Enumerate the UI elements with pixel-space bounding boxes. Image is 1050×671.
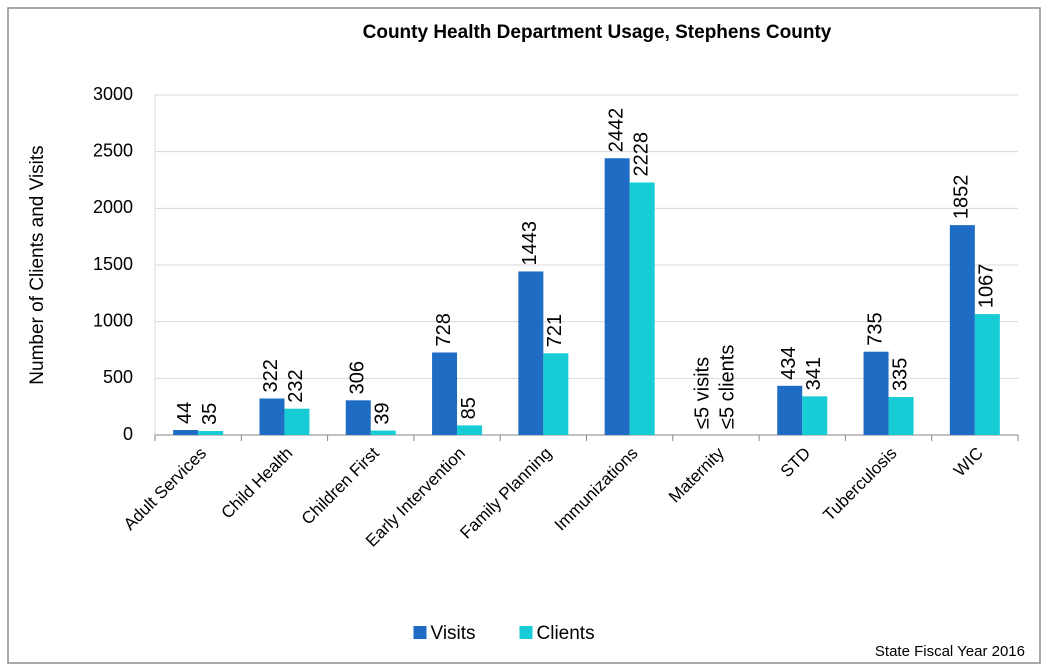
y-tick-label: 3000 [93, 84, 133, 104]
y-tick-label: 2000 [93, 197, 133, 217]
data-label: 735 [864, 312, 886, 345]
bar [518, 271, 544, 435]
bar [259, 398, 285, 435]
data-label: 1067 [976, 264, 998, 309]
y-axis-title: Number of Clients and Visits [27, 145, 48, 384]
note: State Fiscal Year 2016 [875, 643, 1025, 660]
bar [802, 396, 828, 435]
data-label: 44 [174, 402, 196, 424]
data-label: 341 [803, 357, 825, 390]
bar [432, 352, 458, 435]
bar [284, 408, 310, 435]
bar [370, 430, 396, 435]
data-label: 85 [458, 397, 480, 419]
bar [949, 225, 975, 435]
y-tick-label: 1500 [93, 254, 133, 274]
data-label: 1852 [951, 175, 973, 220]
data-label: 35 [199, 403, 221, 425]
data-label: 2228 [630, 132, 652, 177]
legend-swatch [519, 626, 533, 639]
y-tick-label: 2500 [93, 140, 133, 160]
data-label: 2442 [605, 108, 627, 153]
legend-swatch [413, 626, 427, 639]
bar [974, 314, 1000, 435]
data-label: 306 [347, 361, 369, 394]
y-tick-label: 1000 [93, 310, 133, 330]
bar [173, 430, 199, 435]
bar [629, 182, 655, 435]
data-label: 335 [889, 358, 911, 391]
bar [777, 385, 803, 435]
bar [345, 400, 371, 435]
legend-label: Clients [537, 623, 595, 644]
bar [863, 351, 889, 435]
data-label: ≤5 visits [692, 357, 714, 429]
data-label: ≤5 clients [717, 345, 739, 429]
data-label: 434 [778, 346, 800, 379]
data-label: 721 [544, 314, 566, 347]
data-label: 728 [433, 313, 455, 346]
bar [198, 431, 224, 435]
chart-title: County Health Department Usage, Stephens… [363, 22, 832, 43]
data-label: 232 [285, 369, 307, 402]
data-label: 39 [372, 402, 394, 424]
legend-label: Visits [431, 623, 476, 644]
bar [543, 353, 569, 435]
bar [604, 158, 630, 436]
y-tick-label: 500 [103, 367, 133, 387]
data-label: 1443 [519, 221, 541, 266]
y-tick-label: 0 [123, 424, 133, 444]
data-label: 322 [260, 359, 282, 392]
bar [888, 397, 914, 435]
bar [457, 425, 483, 435]
